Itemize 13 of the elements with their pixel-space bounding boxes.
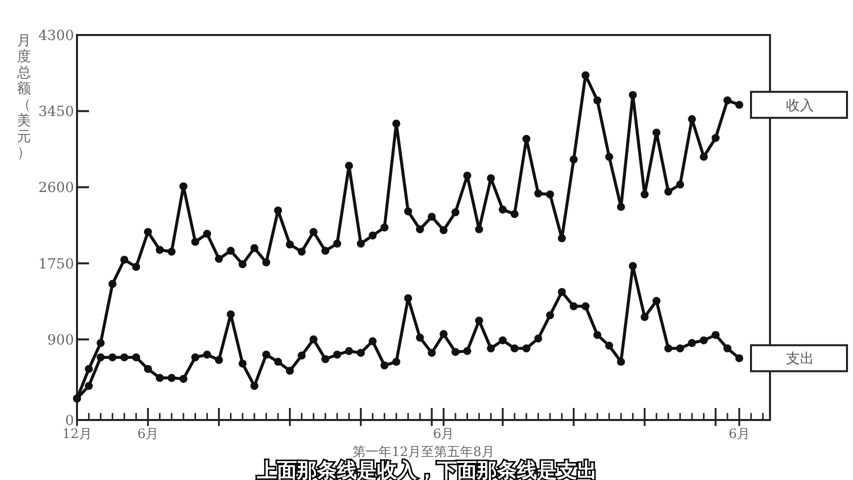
y-axis-title: 月度总额（美元） (16, 33, 31, 161)
text: 支出 (786, 351, 814, 368)
y-tick-label: 900 (47, 332, 74, 348)
x-tick-label: 6月 (728, 427, 750, 442)
y-tick-label: 3450 (38, 104, 74, 120)
y-tick-label: 4300 (38, 28, 74, 44)
text: 收入 (786, 98, 814, 114)
y-tick-label: 2600 (38, 180, 74, 196)
y-tick-label: 0 (65, 413, 74, 429)
x-tick-label: 6月 (432, 427, 454, 442)
y-tick-label: 1750 (38, 256, 74, 272)
x-tick-label: 12月 (62, 427, 92, 442)
x-tick-label: 6月 (137, 427, 159, 442)
